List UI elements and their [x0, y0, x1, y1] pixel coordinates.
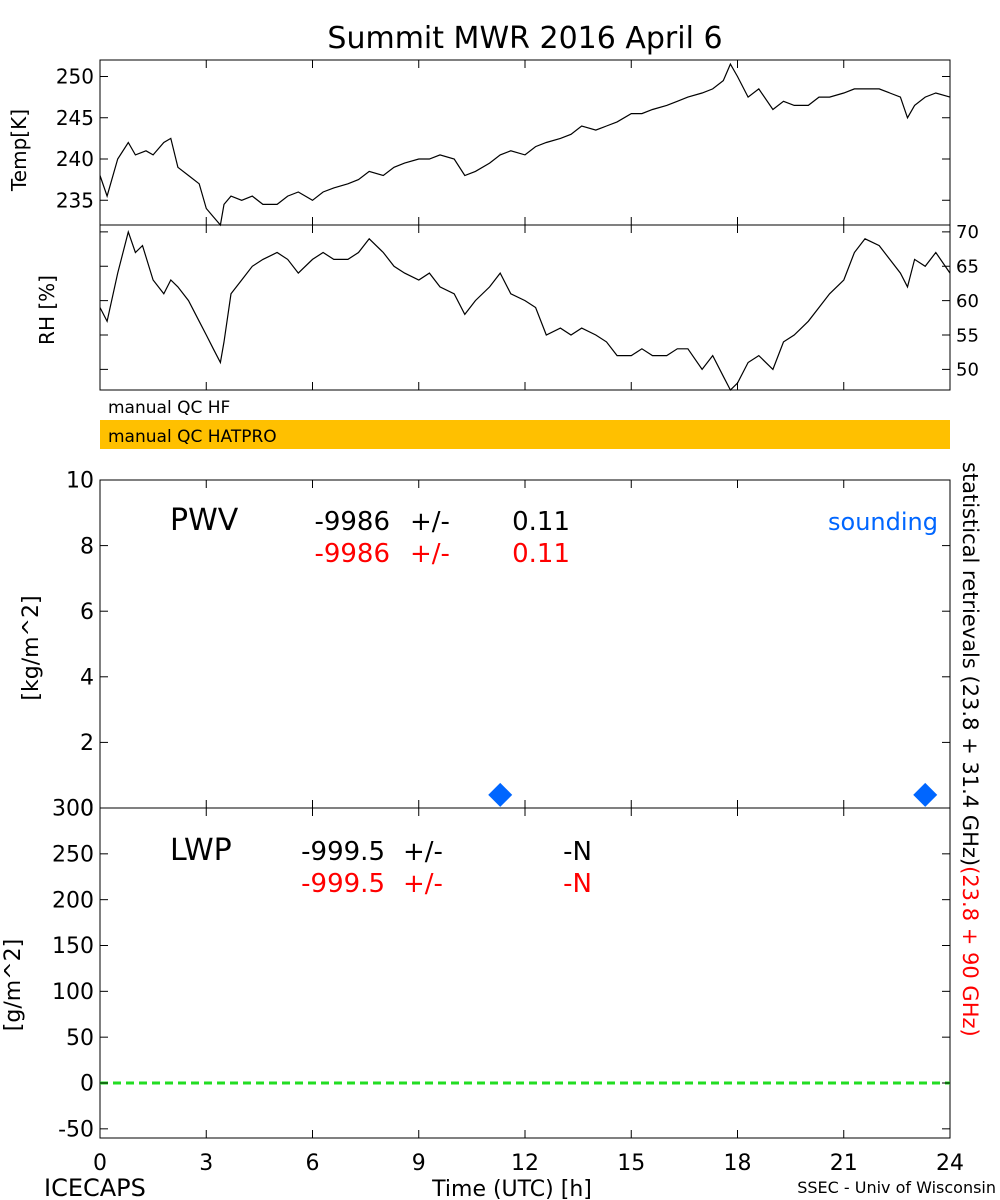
x-tick-label: 15 [617, 1151, 645, 1176]
temp-ytick-label: 240 [56, 147, 94, 171]
lwp-ytick-label: -50 [58, 1118, 94, 1143]
lwp-pm-black: +/- [403, 837, 443, 867]
qc-hatpro-bar [100, 420, 950, 449]
lwp-ytick-label: 300 [52, 797, 94, 822]
pwv-label: PWV [170, 503, 239, 538]
x-tick-label: 21 [830, 1151, 858, 1176]
pwv-value-red: -9986 [314, 539, 390, 569]
footer-right: SSEC - Univ of Wisconsin [797, 1178, 996, 1197]
pwv-ytick-label: 6 [80, 600, 94, 625]
retrieval-label: statistical retrievals (23.8 + 31.4 GHz)… [958, 462, 982, 1037]
lwp-value-black: -999.5 [301, 837, 385, 867]
pwv-err-red: 0.11 [512, 539, 570, 569]
sounding-marker [913, 782, 938, 807]
x-axis-label: Time (UTC) [h] [431, 1177, 592, 1200]
rh-series-line [99, 229, 951, 391]
qc-hf-label: manual QC HF [108, 398, 230, 418]
pwv-axis-label: [kg/m^2] [19, 595, 44, 700]
pwv-ytick-label: 8 [80, 534, 94, 559]
lwp-ytick-label: 150 [52, 934, 94, 959]
pwv-value-black: -9986 [314, 507, 390, 537]
qc-hatpro-label: manual QC HATPRO [108, 427, 277, 447]
rh-ytick-label: 65 [956, 257, 979, 278]
lwp-label: LWP [170, 833, 232, 868]
retrieval-label-red: (23.8 + 90 GHz) [958, 866, 982, 1037]
temp-ytick-label: 235 [56, 188, 94, 212]
temp-series-line [99, 62, 951, 227]
x-tick-label: 0 [93, 1151, 107, 1176]
lwp-err-red: -N [563, 869, 592, 899]
lwp-ytick-label: 250 [52, 843, 94, 868]
pwv-ytick-label: 4 [80, 666, 94, 691]
x-tick-label: 12 [511, 1151, 539, 1176]
retrieval-label-black: statistical retrievals (23.8 + 31.4 GHz) [958, 462, 982, 866]
rh-ytick-label: 55 [956, 325, 979, 346]
rh-ytick-label: 70 [956, 222, 979, 243]
x-tick-label: 24 [936, 1151, 964, 1176]
lwp-ytick-label: 100 [52, 980, 94, 1005]
pwv-ytick-label: 0 [80, 797, 94, 822]
temp-axis-label: Temp[K] [7, 109, 31, 192]
lwp-pm-red: +/- [403, 869, 443, 899]
pwv-ytick-label: 2 [80, 731, 94, 756]
lwp-ytick-label: 0 [80, 1072, 94, 1097]
lwp-err-black: -N [563, 837, 592, 867]
temp-ytick-label: 245 [56, 106, 94, 130]
rh-ytick-label: 50 [956, 360, 979, 381]
footer-left: ICECAPS [44, 1174, 146, 1200]
x-tick-label: 18 [724, 1151, 752, 1176]
rh-ytick-label: 60 [956, 291, 979, 312]
pwv-pm-black: +/- [410, 507, 450, 537]
pwv-ytick-label: 10 [66, 469, 94, 494]
x-tick-label: 6 [306, 1151, 320, 1176]
chart-title: Summit MWR 2016 April 6 [327, 21, 722, 56]
x-tick-label: 9 [412, 1151, 426, 1176]
rh-axis-label: RH [%] [35, 275, 59, 345]
pwv-pm-red: +/- [410, 539, 450, 569]
sounding-legend: sounding [828, 508, 938, 536]
temp-ytick-label: 250 [56, 65, 94, 89]
pwv-err-black: 0.11 [512, 507, 570, 537]
x-tick-label: 3 [199, 1151, 213, 1176]
rh-panel [99, 224, 951, 391]
lwp-axis-label: [g/m^2] [1, 939, 26, 1031]
lwp-value-red: -999.5 [301, 869, 385, 899]
lwp-ytick-label: 200 [52, 888, 94, 913]
lwp-ytick-label: 50 [66, 1026, 94, 1051]
sounding-marker [488, 782, 513, 807]
